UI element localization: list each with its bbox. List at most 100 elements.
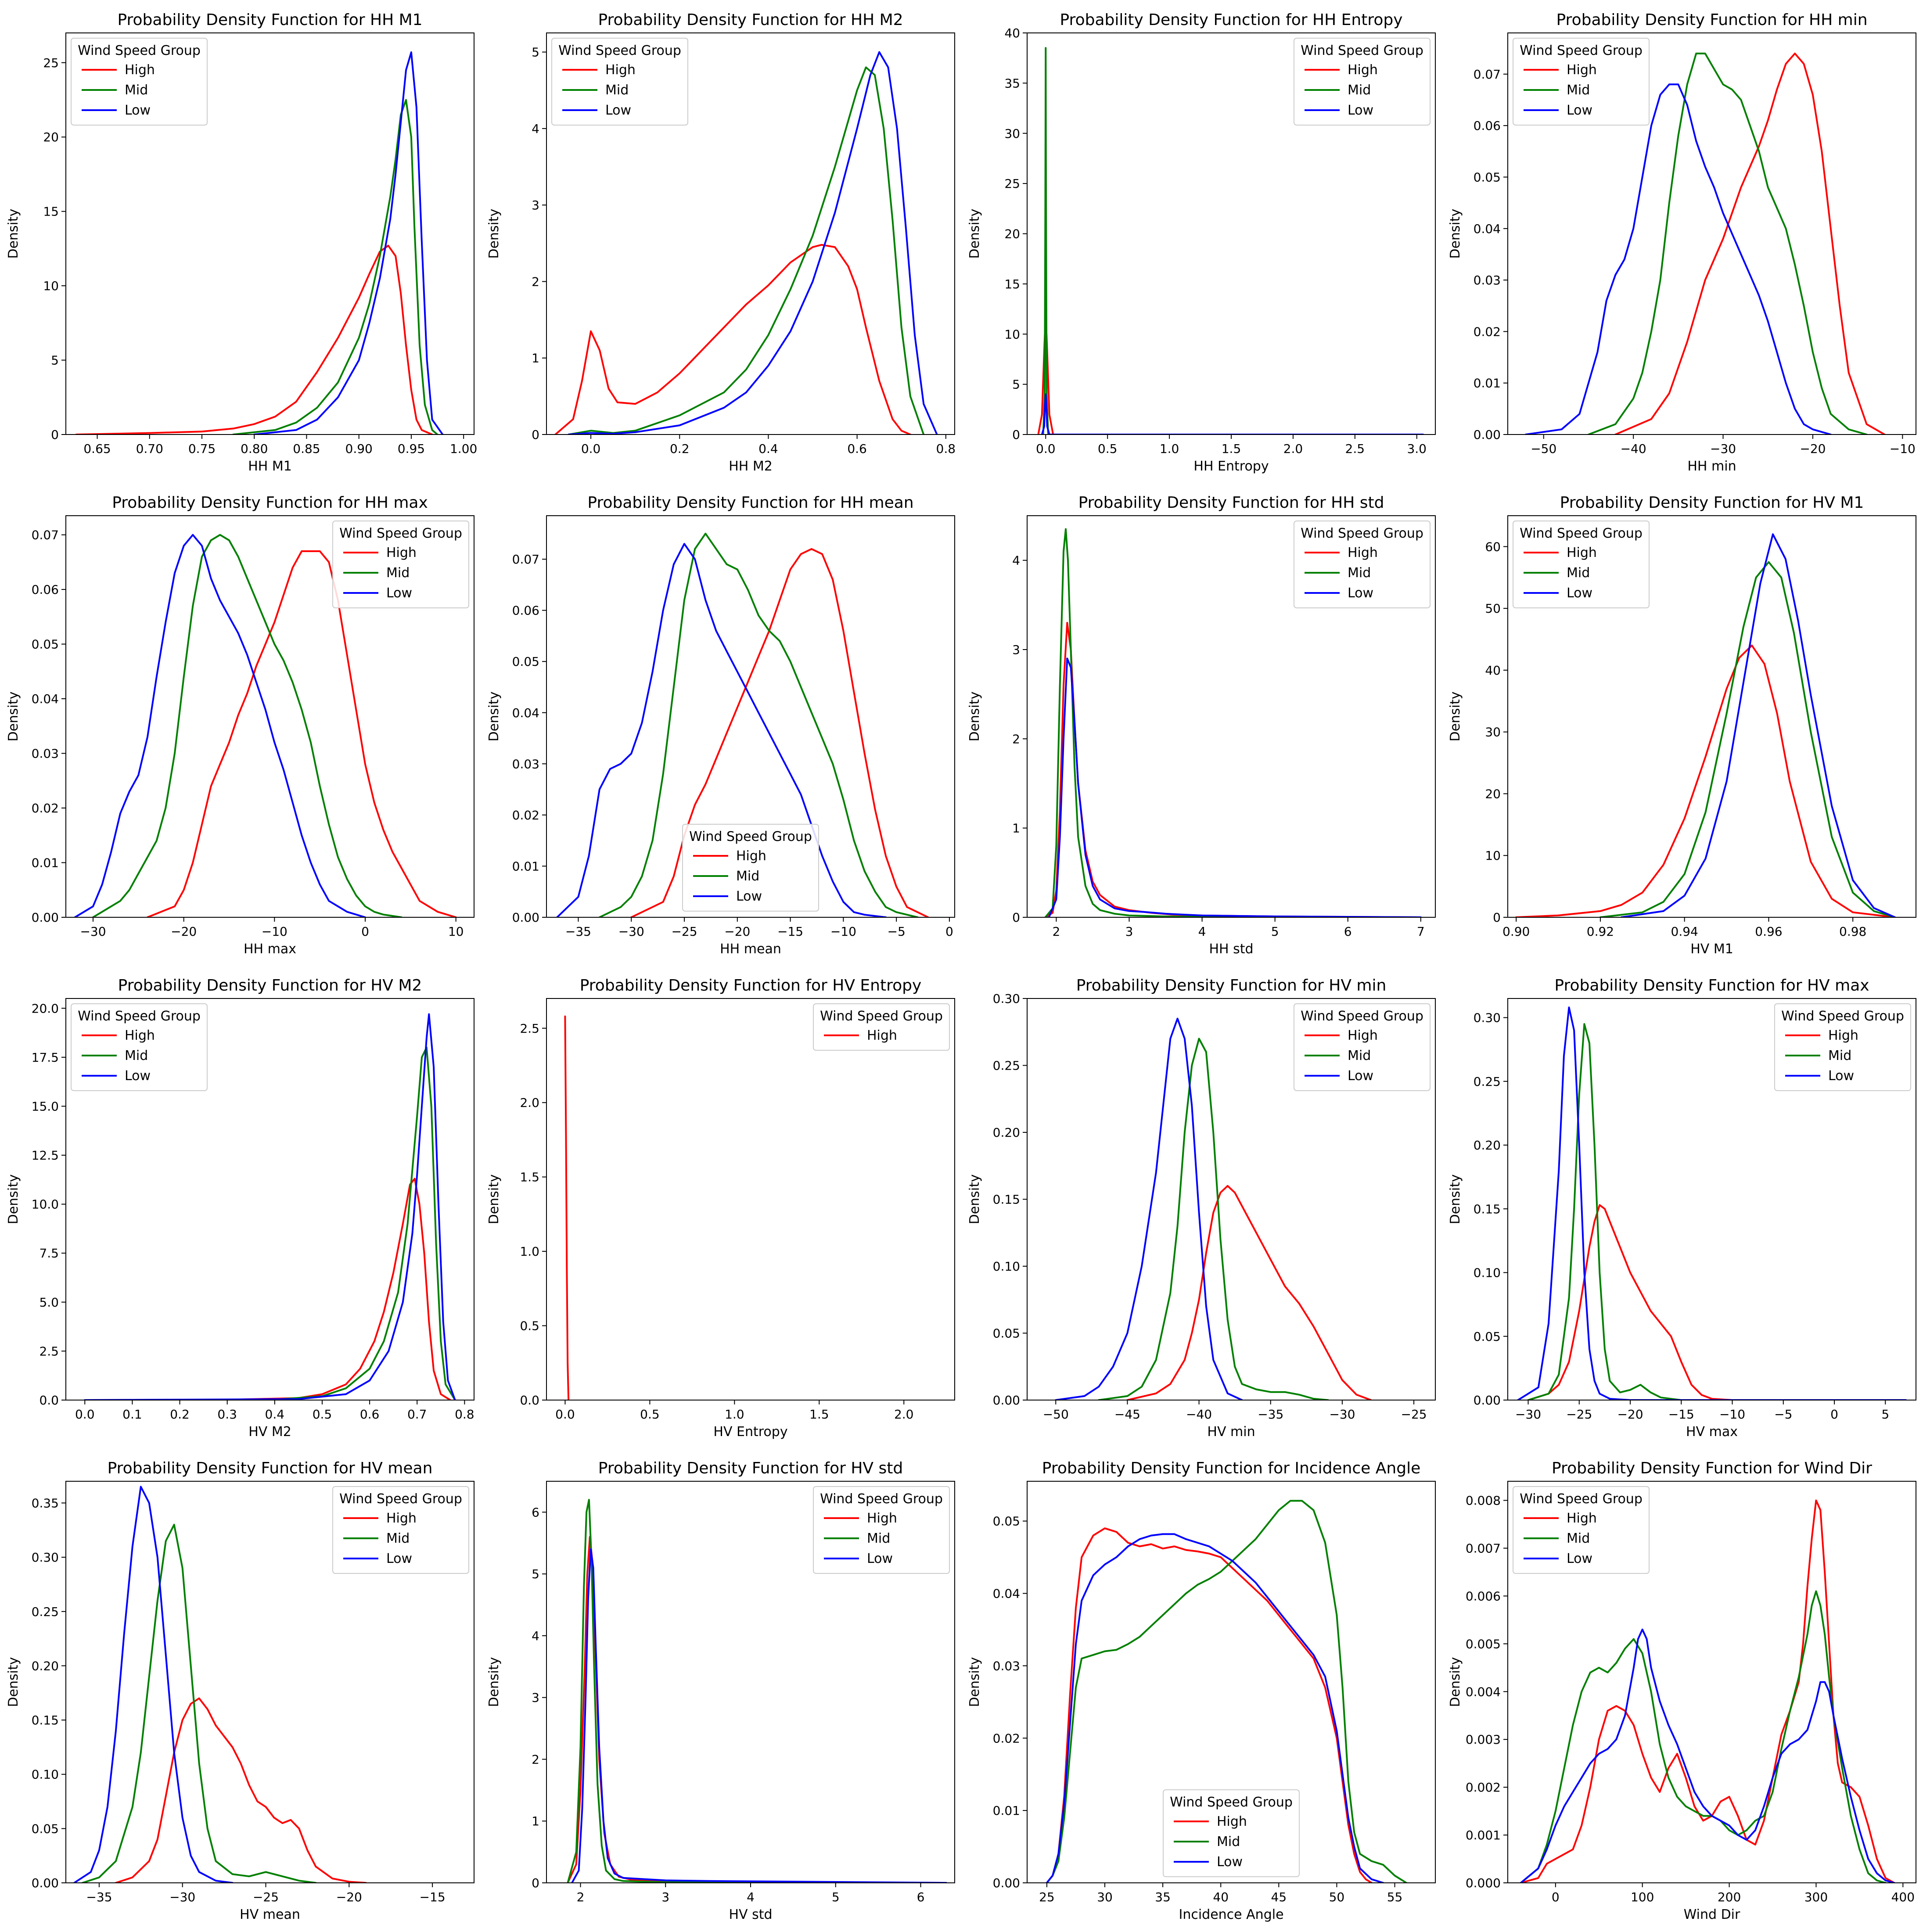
y-tick-label: 40 (1004, 26, 1020, 40)
x-tick-label: 55 (1387, 1890, 1403, 1904)
series-line-mid (1044, 528, 1422, 917)
axes-frame (546, 515, 955, 918)
y-tick-label: 20.0 (32, 1001, 59, 1016)
x-axis-label: HV M1 (1690, 941, 1733, 957)
x-tick-label: −30 (1329, 1407, 1355, 1422)
x-axis-label: HH std (1209, 941, 1253, 957)
x-tick-label: −15 (420, 1890, 446, 1904)
chart-title: Probability Density Function for HV M2 (118, 977, 422, 995)
y-tick-label: 0.00 (1474, 1393, 1501, 1408)
y-tick-label: 35 (1004, 76, 1020, 90)
axes-frame (65, 1481, 474, 1883)
y-tick-label: 0.01 (1474, 376, 1501, 391)
legend-title: Wind Speed Group (78, 1009, 201, 1024)
x-tick-label: −45 (1114, 1407, 1140, 1422)
x-tick-label: −30 (1710, 442, 1736, 456)
x-axis-label: HV mean (240, 1907, 300, 1922)
x-tick-label: 0.92 (1587, 924, 1614, 939)
chart-svg: Probability Density Function for HV std 2… (486, 1459, 955, 1922)
y-axis-label: Density (1448, 1174, 1463, 1224)
y-axis-label: Density (967, 1657, 982, 1707)
x-tick-label: −15 (1668, 1407, 1694, 1422)
legend: Wind Speed Group High Mid Low (682, 824, 819, 912)
legend: Wind Speed Group High Mid Low (1294, 38, 1431, 126)
legend-title: Wind Speed Group (1781, 1009, 1904, 1024)
series-line-mid (232, 99, 439, 435)
y-tick-label: 0.06 (32, 582, 59, 597)
y-tick-label: 0.03 (512, 757, 539, 771)
y-tick-label: 0.20 (32, 1659, 59, 1673)
x-tick-label: 0.5 (313, 1407, 332, 1422)
axes-frame (1027, 1481, 1436, 1883)
y-tick-label: 4 (532, 122, 539, 136)
legend-title: Wind Speed Group (689, 829, 812, 844)
legend-label: Low (736, 889, 762, 904)
series-line-mid (1527, 1023, 1907, 1400)
x-tick-label: −30 (80, 924, 106, 939)
y-tick-label: 0.03 (993, 1659, 1020, 1673)
y-tick-label: 0 (1012, 427, 1020, 442)
y-tick-label: 0.06 (1474, 119, 1501, 133)
y-tick-label: 0.07 (32, 528, 59, 542)
y-tick-label: 0.05 (1474, 1329, 1501, 1344)
y-tick-label: 0.00 (512, 910, 539, 925)
series-line-low (571, 1548, 947, 1883)
legend-label: Mid (736, 869, 759, 884)
x-tick-label: 45 (1271, 1890, 1287, 1904)
legend-label: Mid (125, 1048, 148, 1063)
y-tick-label: 0.05 (32, 637, 59, 652)
legend: Wind Speed Group High Mid Low (1294, 1003, 1431, 1091)
axes-frame (546, 32, 955, 435)
chart-title: Probability Density Function for Wind Di… (1552, 1459, 1872, 1477)
y-tick-label: 5 (51, 353, 59, 368)
y-tick-label: 0.15 (1474, 1202, 1501, 1216)
x-tick-label: 1.0 (1160, 442, 1179, 456)
y-tick-label: 0.04 (512, 706, 539, 720)
legend-label: Mid (1348, 1048, 1371, 1063)
x-tick-label: 200 (1718, 1890, 1741, 1904)
x-tick-label: −30 (169, 1890, 195, 1904)
x-tick-label: 0.1 (122, 1407, 142, 1422)
legend-title: Wind Speed Group (1520, 526, 1643, 541)
x-tick-label: −20 (1800, 442, 1826, 456)
chart-title: Probability Density Function for HH M2 (598, 11, 903, 29)
y-tick-label: 0.04 (1474, 222, 1501, 236)
y-axis-label: Density (967, 1174, 982, 1224)
x-tick-label: 5 (1881, 1407, 1889, 1422)
legend-label: Mid (1348, 83, 1371, 98)
series-line-low (1048, 657, 1422, 917)
x-axis-label: HH max (244, 941, 296, 957)
x-tick-label: −15 (777, 924, 803, 939)
y-tick-label: 1 (532, 1814, 539, 1828)
y-tick-label: 0.002 (1466, 1780, 1501, 1795)
y-tick-label: 0.00 (1474, 427, 1501, 442)
series-line-mid (82, 1523, 317, 1883)
y-tick-label: 2.5 (39, 1344, 59, 1358)
y-tick-label: 0 (532, 427, 539, 442)
chart-title: Probability Density Function for HV min (1076, 977, 1387, 995)
legend-label: High (867, 1028, 897, 1043)
y-tick-label: 0.03 (32, 747, 59, 761)
y-tick-label: 1 (1012, 821, 1020, 836)
legend-label: Mid (867, 1531, 890, 1546)
legend-label: Mid (1567, 565, 1590, 581)
y-tick-label: 0.05 (993, 1326, 1020, 1341)
y-tick-label: 2.5 (520, 1021, 539, 1036)
x-tick-label: −10 (1890, 442, 1916, 456)
y-tick-label: 15 (1004, 277, 1020, 291)
y-axis-label: Density (967, 691, 982, 741)
x-tick-label: 0.5 (640, 1407, 660, 1422)
y-tick-label: 0.15 (993, 1192, 1020, 1207)
chart-panel: Probability Density Function for HH M2 0.… (481, 0, 961, 483)
series-line-high (115, 1697, 367, 1883)
legend-label: Low (386, 1551, 412, 1566)
legend-label: Low (867, 1551, 893, 1566)
y-tick-label: 0.04 (993, 1587, 1020, 1601)
legend-label: High (1217, 1814, 1247, 1829)
axes-frame (1027, 515, 1436, 918)
y-tick-label: 0.02 (993, 1731, 1020, 1745)
y-tick-label: 0 (51, 427, 59, 442)
legend: Wind Speed Group High Mid Low (71, 1003, 208, 1091)
chart-svg: Probability Density Function for Inciden… (967, 1459, 1436, 1922)
series-line-mid (567, 1499, 947, 1883)
